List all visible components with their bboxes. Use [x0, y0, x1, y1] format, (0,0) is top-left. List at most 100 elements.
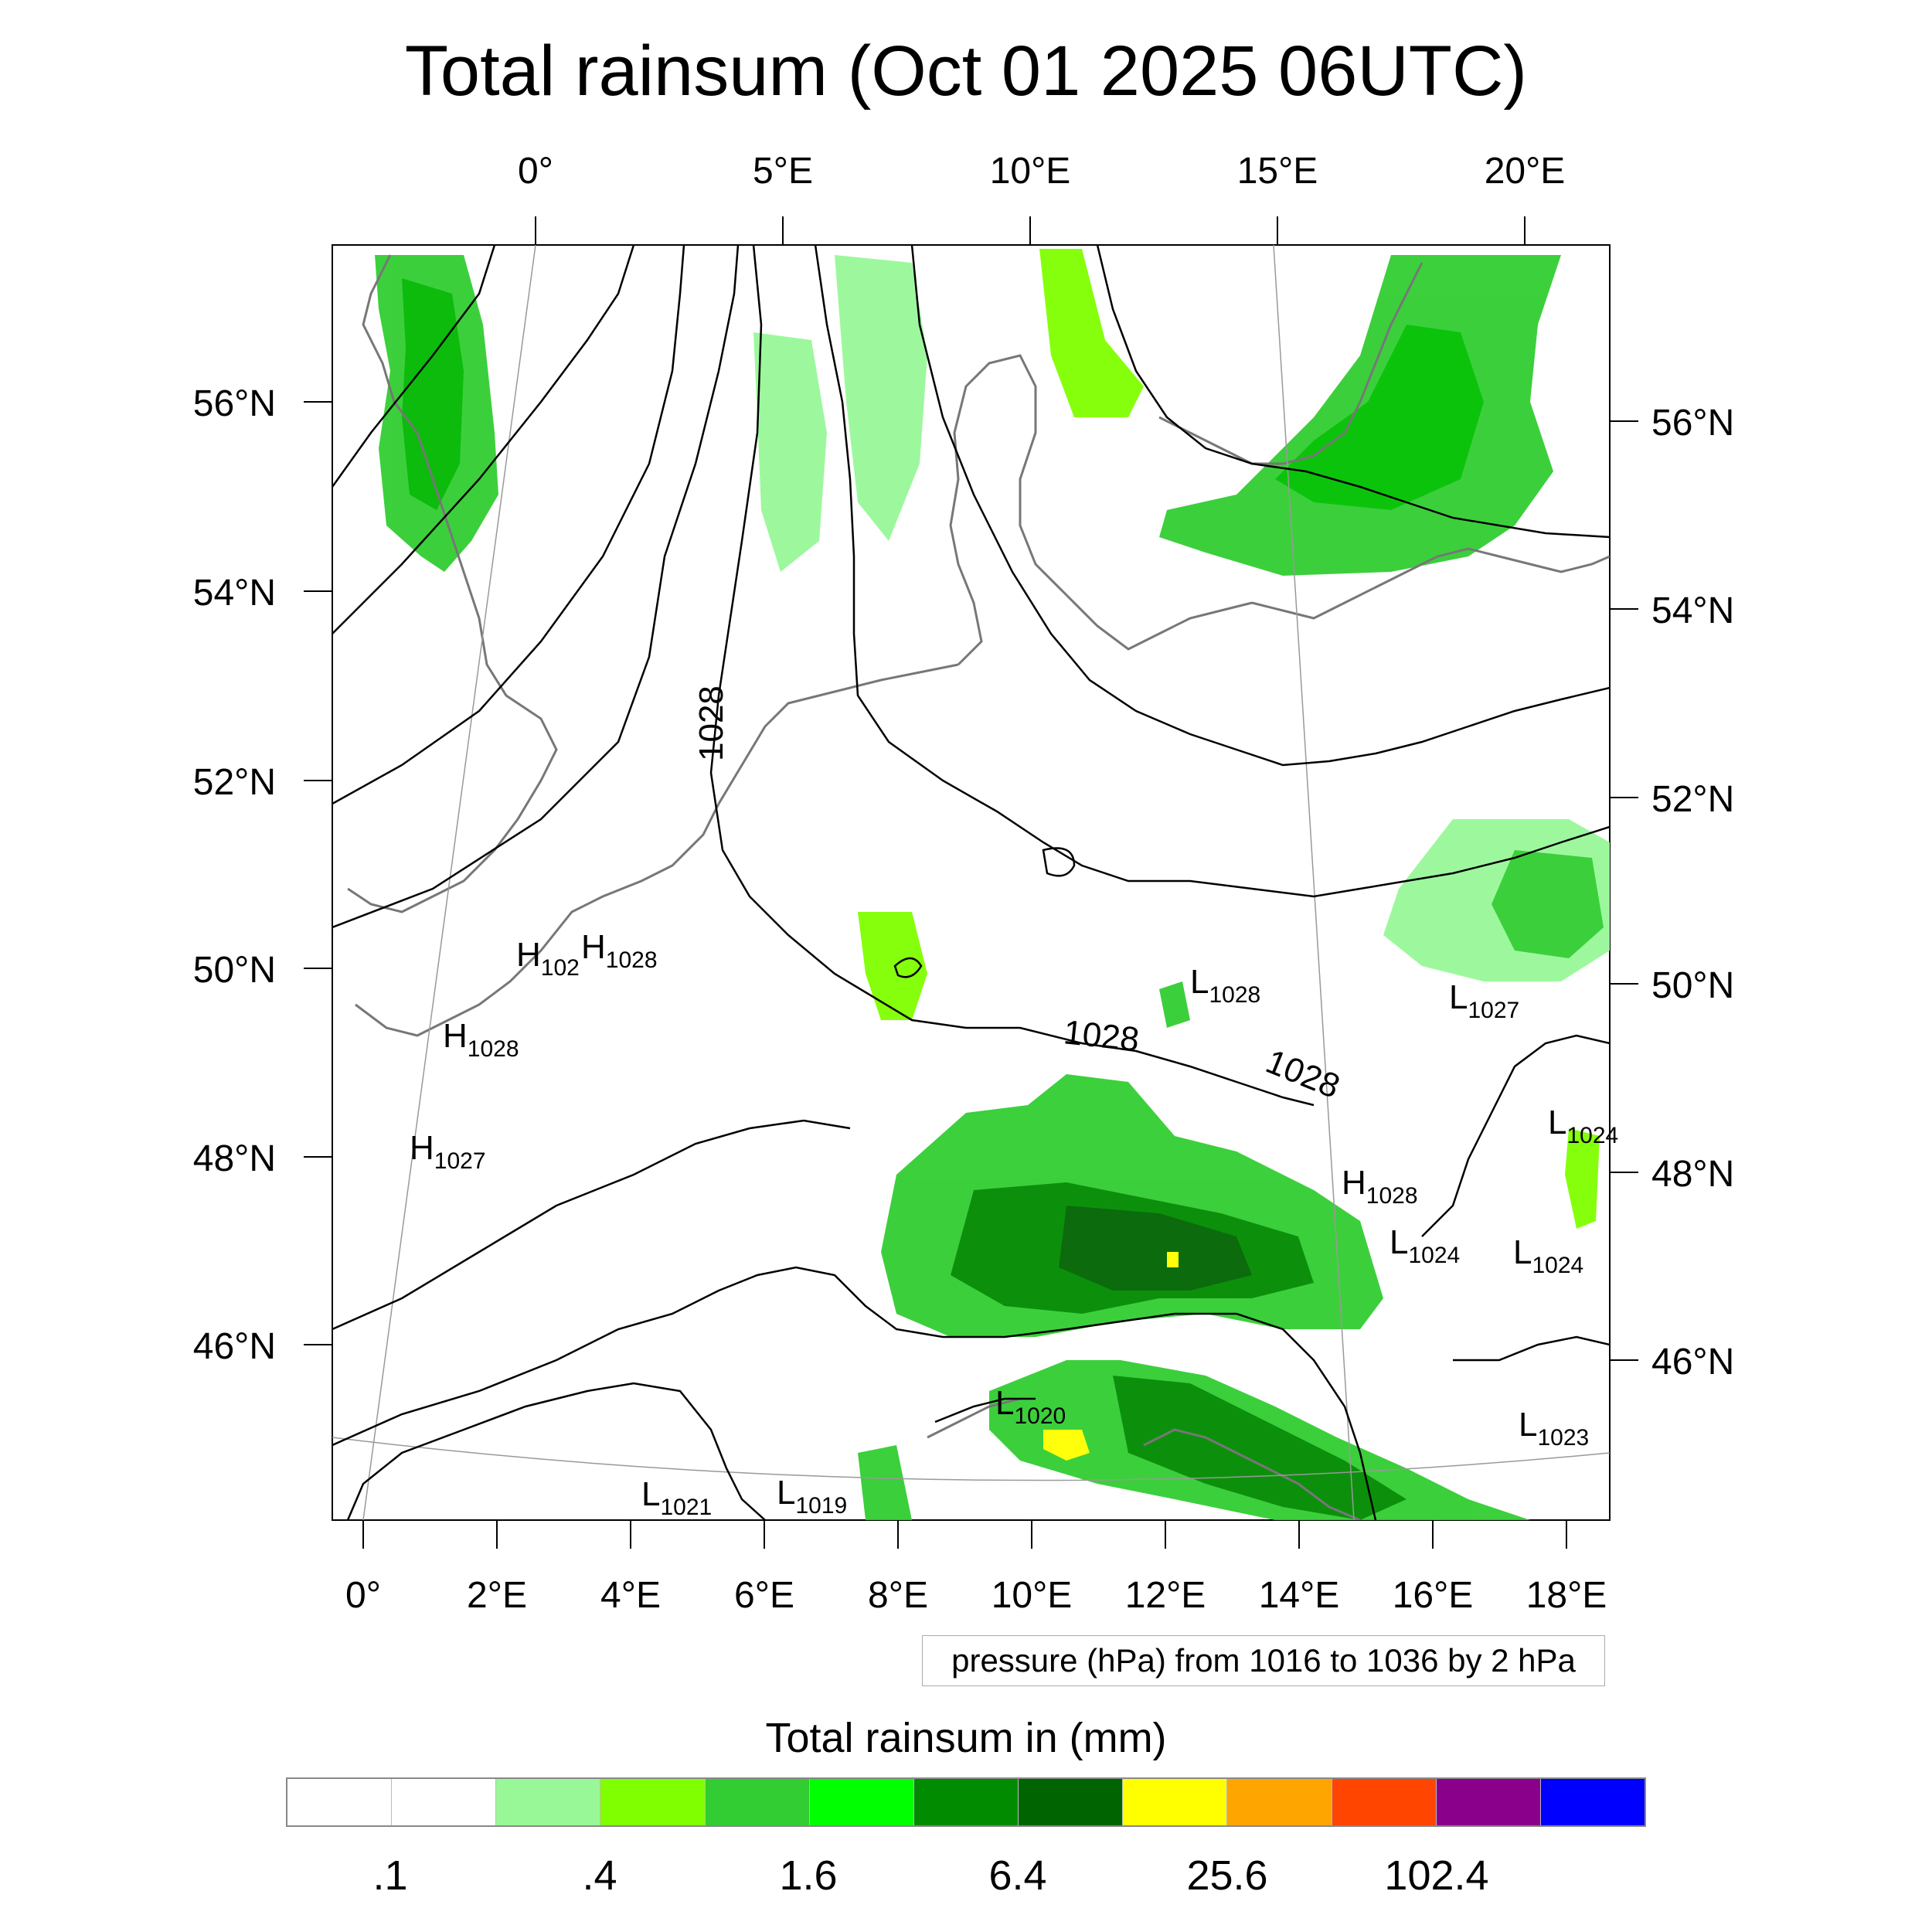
pressure-center-value: 1023 — [1537, 1425, 1589, 1451]
isobar-north-2 — [1096, 245, 1610, 539]
bottom-lon-label-8e: 8°E — [868, 1575, 928, 1616]
isobar-1028-east — [814, 245, 1610, 898]
pressure-center-value: 1028 — [1366, 1183, 1418, 1209]
left-lat-labels: 56°N 54°N 52°N 50°N 48°N 46°N — [193, 383, 276, 1367]
colorbar-swatch-10 — [1332, 1779, 1437, 1825]
rain-area-france-south — [858, 1445, 912, 1520]
pressure-center-10: L1020 — [995, 1384, 1066, 1429]
isobar-southwest-1 — [332, 1119, 851, 1331]
top-lon-label-5e: 5°E — [753, 151, 813, 192]
coastline-sweden — [1158, 262, 1423, 465]
pressure-center-type: L — [1519, 1406, 1537, 1444]
ticks-top — [535, 216, 1526, 245]
contour-label-1028-west: 1028 — [692, 685, 730, 761]
colorbar-swatch-6 — [913, 1779, 1019, 1825]
pressure-center-6: L1024 — [1548, 1104, 1618, 1148]
pressure-center-value: 1020 — [1014, 1403, 1066, 1429]
isobar-3 — [332, 245, 685, 805]
colorbar-swatch-3 — [600, 1779, 706, 1825]
isobar-4 — [332, 245, 740, 929]
pressure-center-value: 1028 — [606, 947, 658, 973]
pressure-center-5: L1027 — [1449, 978, 1519, 1023]
pressure-center-0: H102 — [516, 936, 580, 981]
top-lon-label-20e: 20°E — [1485, 151, 1566, 192]
left-lat-label-48n: 48°N — [193, 1138, 276, 1179]
bottom-lon-label-2e: 2°E — [467, 1575, 527, 1616]
isobar-southeast-2 — [1453, 1335, 1610, 1362]
isobar-small-loop-1 — [1042, 847, 1076, 877]
colorbar-swatch-5 — [809, 1779, 914, 1825]
colorbar — [286, 1777, 1646, 1827]
left-lat-label-50n: 50°N — [193, 950, 276, 991]
pressure-center-type: H — [1342, 1164, 1366, 1202]
pressure-center-value: 1028 — [468, 1036, 519, 1062]
isobars — [332, 245, 1610, 1520]
rain-area-north-italy-core — [1113, 1376, 1406, 1520]
bottom-lon-label-0: 0° — [345, 1575, 381, 1616]
pressure-center-type: H — [581, 928, 606, 966]
pressure-center-type: H — [410, 1129, 434, 1167]
left-lat-label-52n: 52°N — [193, 762, 276, 803]
meridian-0 — [362, 245, 536, 1520]
left-lat-label-54n: 54°N — [193, 573, 276, 614]
colorbar-label-5: 102.4 — [1384, 1852, 1489, 1899]
pressure-center-type: H — [516, 936, 541, 974]
coastline-baltic-south — [1251, 547, 1610, 620]
meridian-15 — [1273, 245, 1355, 1520]
right-lat-label-48n: 48°N — [1651, 1154, 1734, 1195]
pressure-center-type: L — [995, 1384, 1014, 1422]
isobar-southwest-3 — [346, 1382, 766, 1520]
pressure-center-value: 1027 — [434, 1148, 486, 1174]
pressure-center-value: 1019 — [795, 1493, 847, 1519]
left-lat-label-56n: 56°N — [193, 383, 276, 424]
contour-info-box: pressure (hPa) from 1016 to 1036 by 2 hP… — [922, 1635, 1605, 1686]
bottom-lon-labels: 0° 2°E 4°E 6°E 8°E 10°E 12°E 14°E 16°E 1… — [345, 1575, 1607, 1616]
colorbar-title: Total rainsum in (mm) — [765, 1715, 1167, 1761]
pressure-center-type: L — [1548, 1104, 1566, 1141]
ticks-right — [1610, 420, 1638, 1361]
pressure-center-11: L1023 — [1519, 1406, 1589, 1451]
coastline-netherlands — [717, 663, 959, 804]
pressure-center-value: 1027 — [1468, 998, 1519, 1023]
right-lat-label-54n: 54°N — [1651, 590, 1734, 631]
ticks-left — [304, 401, 332, 1345]
bottom-lon-label-6e: 6°E — [734, 1575, 794, 1616]
right-lat-label-56n: 56°N — [1651, 403, 1734, 444]
rain-heavy-spot-2 — [1167, 1252, 1179, 1267]
pressure-center-13: L1019 — [777, 1474, 847, 1519]
coastline-italy-ligurian — [927, 1397, 1021, 1439]
colorbar-swatch-2 — [496, 1779, 601, 1825]
right-lat-label-46n: 46°N — [1651, 1342, 1734, 1383]
pressure-center-value: 1021 — [660, 1495, 712, 1520]
rain-area-poland-core — [1492, 850, 1604, 958]
pressure-center-8: L1024 — [1389, 1223, 1460, 1268]
pressure-center-1: H1028 — [581, 928, 658, 973]
ticks-bottom — [362, 1520, 1567, 1549]
isobar-2 — [332, 245, 635, 634]
pressure-center-9: L1024 — [1513, 1233, 1583, 1278]
bottom-lon-label-14e: 14°E — [1259, 1575, 1340, 1616]
isobar-1028-main — [709, 245, 1315, 1107]
bottom-lon-label-4e: 4°E — [600, 1575, 661, 1616]
pressure-center-3: H1027 — [410, 1129, 486, 1174]
isobar-southwest-2 — [332, 1266, 1377, 1520]
pressure-center-value: 1024 — [1532, 1253, 1583, 1278]
rain-areas — [375, 249, 1610, 1520]
isobar-1 — [332, 245, 496, 488]
map-title: Total rainsum (Oct 01 2025 06UTC) — [404, 32, 1528, 111]
isobar-small-loop-2 — [893, 957, 923, 978]
pressure-center-4: L1028 — [1190, 963, 1260, 1008]
pressure-center-type: L — [1389, 1223, 1408, 1261]
colorbar-swatch-8 — [1123, 1779, 1228, 1825]
pressure-center-type: L — [1513, 1233, 1532, 1271]
colorbar-swatch-9 — [1227, 1779, 1332, 1825]
top-lon-label-10e: 10°E — [990, 151, 1071, 192]
pressure-center-7: H1028 — [1342, 1164, 1418, 1209]
parallel-45 — [332, 1437, 1610, 1481]
colorbar-label-3: 6.4 — [988, 1852, 1047, 1899]
pressure-center-type: L — [1190, 963, 1209, 1001]
colorbar-label-4: 25.6 — [1186, 1852, 1268, 1899]
pressure-center-value: 102 — [541, 955, 580, 981]
isobar-south-lake — [934, 1397, 1036, 1423]
